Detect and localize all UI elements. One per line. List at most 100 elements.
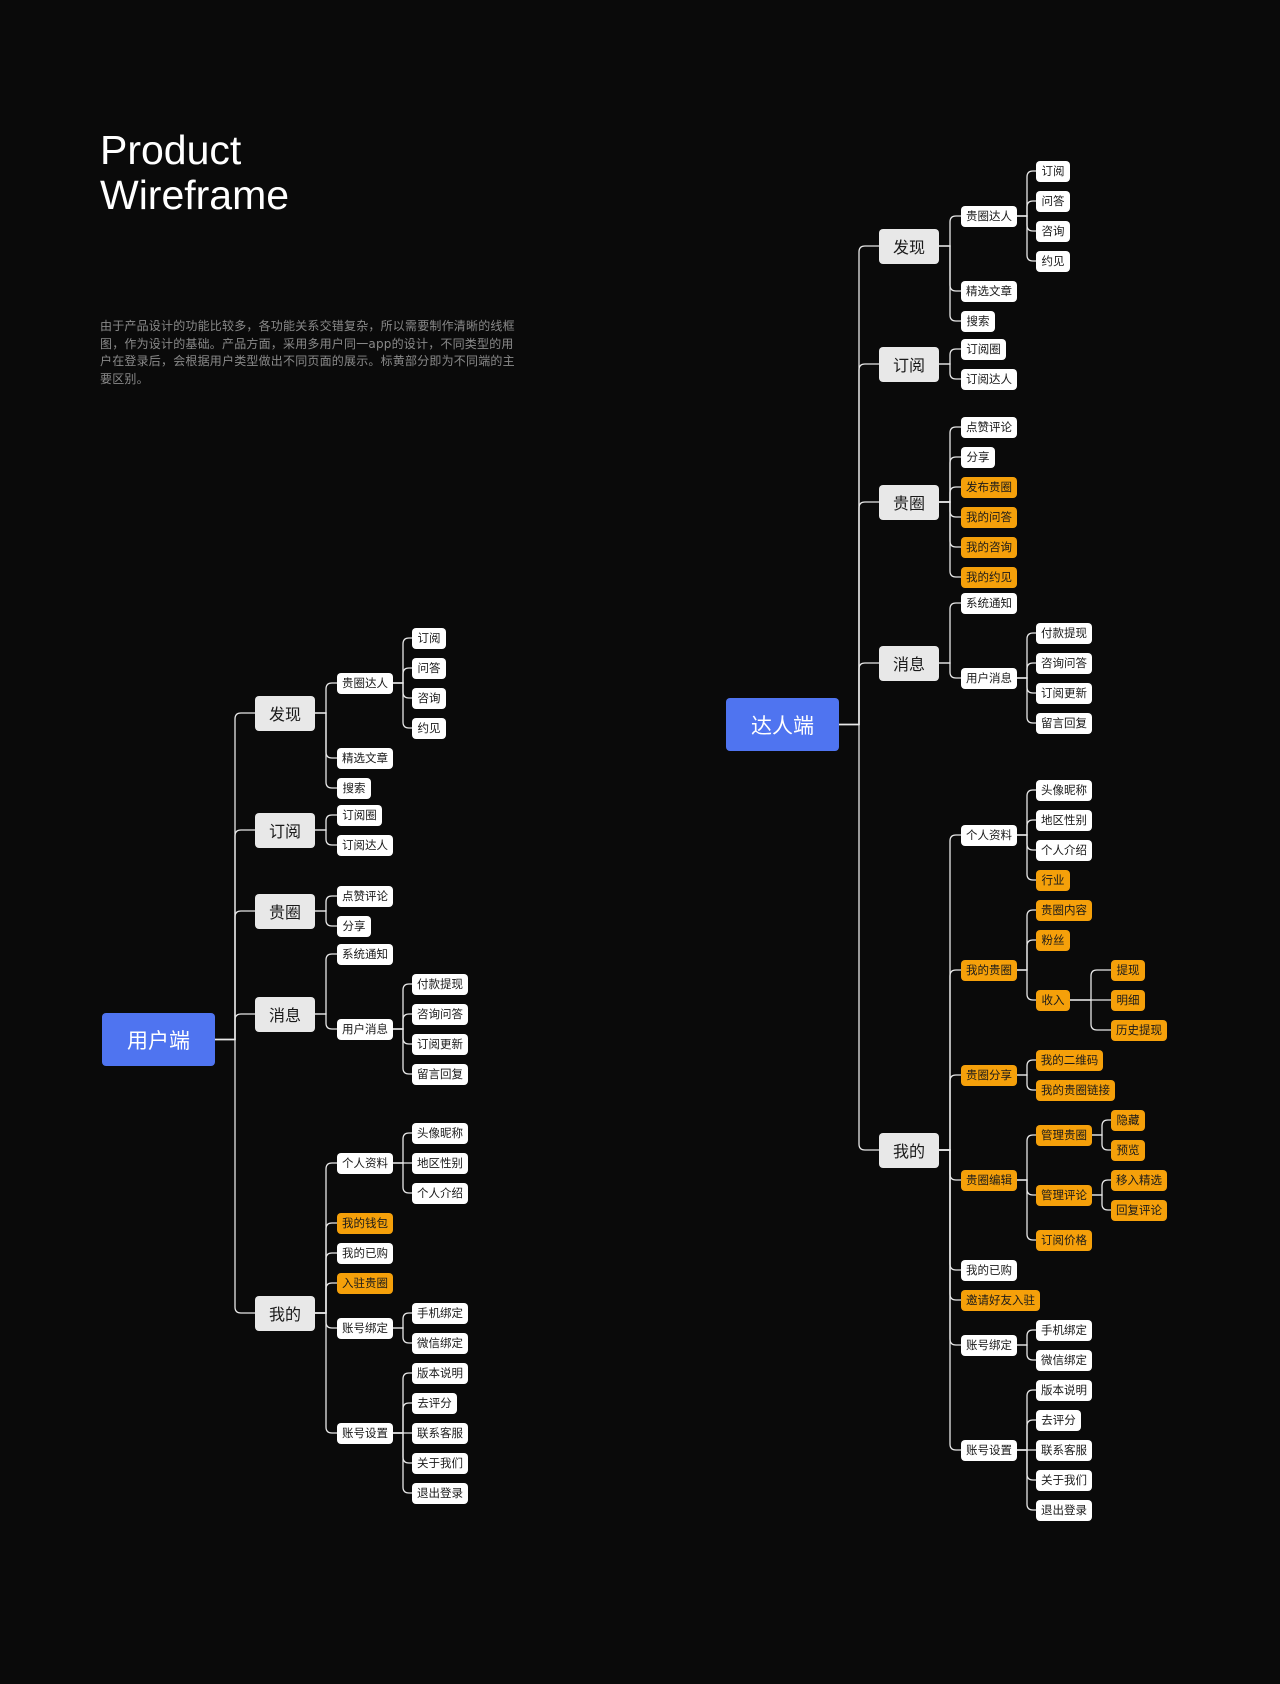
connector-line xyxy=(393,1327,412,1344)
node-item: 付款提现 xyxy=(1036,622,1092,644)
connector-line xyxy=(393,1372,412,1434)
node-highlight: 贵圈分享 xyxy=(961,1064,1017,1086)
node-highlight: 入驻贵圈 xyxy=(337,1272,393,1294)
node-item: 用户消息 xyxy=(961,667,1017,689)
node-item: 系统通知 xyxy=(961,592,1017,614)
connector-line xyxy=(1017,1419,1036,1451)
connector-line xyxy=(315,712,337,789)
connector-line xyxy=(1017,662,1036,679)
node-item: 账号绑定 xyxy=(961,1334,1017,1356)
node-item: 退出登录 xyxy=(1036,1499,1092,1521)
node-item: 贵圈达人 xyxy=(337,672,393,694)
node-item: 订阅圈 xyxy=(961,338,1006,360)
node-item: 付款提现 xyxy=(412,973,468,995)
node-highlight: 历史提现 xyxy=(1111,1019,1167,1041)
node-item: 手机绑定 xyxy=(412,1302,468,1324)
category-node: 订阅 xyxy=(879,346,939,382)
node-item: 留言回复 xyxy=(412,1063,468,1085)
connector-line xyxy=(1017,1179,1036,1241)
node-highlight: 移入精选 xyxy=(1111,1169,1167,1191)
connector-line xyxy=(1092,1194,1111,1211)
connector-line xyxy=(839,501,879,726)
node-item: 点赞评论 xyxy=(337,885,393,907)
connector-line xyxy=(393,983,412,1030)
node-highlight: 发布贵圈 xyxy=(961,476,1017,498)
connector-line xyxy=(1017,632,1036,679)
title-line-1: Product xyxy=(100,127,242,173)
node-highlight: 我的二维码 xyxy=(1036,1049,1103,1071)
connector-line xyxy=(1017,1449,1036,1511)
node-item: 账号设置 xyxy=(337,1422,393,1444)
connector-line xyxy=(215,712,255,1041)
node-item: 关于我们 xyxy=(1036,1469,1092,1491)
connector-line xyxy=(315,1252,337,1314)
connector-line xyxy=(939,426,961,503)
connector-line xyxy=(393,1402,412,1434)
connector-line xyxy=(1017,939,1036,971)
connector-line xyxy=(315,682,337,714)
node-item: 去评分 xyxy=(412,1392,457,1414)
node-item: 搜索 xyxy=(961,310,995,332)
node-item: 订阅更新 xyxy=(1036,682,1092,704)
connector-line xyxy=(939,501,961,578)
node-item: 约见 xyxy=(1036,250,1070,272)
connector-line xyxy=(393,1013,412,1030)
node-highlight: 管理评论 xyxy=(1036,1184,1092,1206)
connector-line xyxy=(315,1282,337,1314)
category-node: 消息 xyxy=(879,645,939,681)
node-item: 订阅达人 xyxy=(337,834,393,856)
connector-line xyxy=(215,1038,255,1314)
connector-line xyxy=(1017,819,1036,836)
connector-line xyxy=(1017,1329,1036,1346)
node-highlight: 行业 xyxy=(1036,869,1070,891)
node-item: 联系客服 xyxy=(412,1422,468,1444)
connector-line xyxy=(1017,969,1036,1001)
node-item: 搜索 xyxy=(337,777,371,799)
node-item: 我的已购 xyxy=(337,1242,393,1264)
node-item: 系统通知 xyxy=(337,943,393,965)
connector-line xyxy=(1017,909,1036,971)
category-node: 消息 xyxy=(255,996,315,1032)
connector-line xyxy=(839,363,879,726)
connector-line xyxy=(315,1222,337,1314)
connector-line xyxy=(939,1149,961,1451)
node-item: 点赞评论 xyxy=(961,416,1017,438)
connector-line xyxy=(315,814,337,831)
node-highlight: 我的钱包 xyxy=(337,1212,393,1234)
node-highlight: 收入 xyxy=(1036,989,1070,1011)
page-description: 由于产品设计的功能比较多，各功能关系交错复杂，所以需要制作清晰的线框图，作为设计… xyxy=(100,319,515,386)
node-highlight: 粉丝 xyxy=(1036,929,1070,951)
node-highlight: 贵圈编辑 xyxy=(961,1169,1017,1191)
connector-line xyxy=(393,1028,412,1075)
connector-line xyxy=(839,723,879,1151)
connector-line xyxy=(939,456,961,503)
node-item: 个人介绍 xyxy=(412,1182,468,1204)
connector-line xyxy=(939,969,961,1151)
connector-line xyxy=(1017,1344,1036,1361)
connector-line xyxy=(393,637,412,684)
node-highlight: 隐藏 xyxy=(1111,1109,1145,1131)
connector-line xyxy=(1070,969,1111,1001)
node-highlight: 订阅价格 xyxy=(1036,1229,1092,1251)
node-highlight: 回复评论 xyxy=(1111,1199,1167,1221)
node-item: 精选文章 xyxy=(961,280,1017,302)
node-item: 咨询 xyxy=(1036,220,1070,242)
connector-line xyxy=(315,1162,337,1314)
node-item: 订阅达人 xyxy=(961,368,1017,390)
node-highlight: 我的贵圈链接 xyxy=(1036,1079,1115,1101)
connector-line xyxy=(939,1074,961,1151)
node-item: 约见 xyxy=(412,717,446,739)
node-item: 退出登录 xyxy=(412,1482,468,1504)
node-item: 咨询 xyxy=(412,687,446,709)
node-item: 头像昵称 xyxy=(412,1122,468,1144)
root-node-0: 用户端 xyxy=(102,1013,215,1066)
node-item: 手机绑定 xyxy=(1036,1319,1092,1341)
node-highlight: 明细 xyxy=(1111,989,1145,1011)
connector-line xyxy=(1092,1134,1111,1151)
node-item: 订阅圈 xyxy=(337,804,382,826)
node-item: 精选文章 xyxy=(337,747,393,769)
node-item: 问答 xyxy=(412,657,446,679)
connector-line xyxy=(839,662,879,726)
node-item: 个人资料 xyxy=(337,1152,393,1174)
